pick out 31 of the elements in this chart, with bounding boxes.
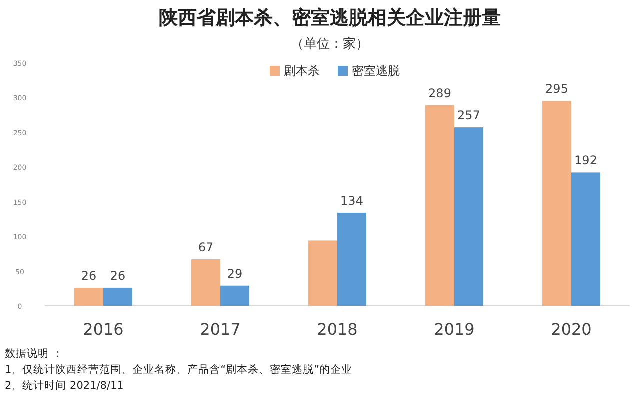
bar xyxy=(454,128,484,306)
bar xyxy=(572,172,600,306)
chart-subtitle: （单位：家） xyxy=(291,36,369,52)
text: 1、仅统计陕西经营范围、企业名称、产品含“剧本杀、密室逃脱”的企业 xyxy=(5,363,353,376)
x-tick-label: 2019 xyxy=(434,320,475,339)
data-label: 67 xyxy=(198,240,214,254)
bar xyxy=(338,212,366,306)
text: 2、统计时间 2021/8/11 xyxy=(5,379,124,392)
bar xyxy=(308,240,338,306)
x-tick-label: 2017 xyxy=(200,320,241,339)
x-tick-label: 2016 xyxy=(83,320,124,339)
bar xyxy=(426,105,454,306)
data-label: 257 xyxy=(458,108,480,123)
bar xyxy=(542,101,572,306)
data-label: 289 xyxy=(428,86,452,100)
data-label: 192 xyxy=(574,154,598,168)
bar xyxy=(220,286,250,306)
bar xyxy=(192,259,220,306)
x-tick-label: 2018 xyxy=(317,320,358,339)
chart-title: 陕西省剧本杀、密室逃脱相关企业注册量 xyxy=(159,7,501,29)
bar xyxy=(104,288,132,306)
data-label: 29 xyxy=(227,266,243,281)
data-label: 295 xyxy=(546,82,568,96)
legend-label: 剧本杀 xyxy=(284,64,320,78)
text: 数据说明 ： xyxy=(5,348,64,360)
data-label: 134 xyxy=(340,194,364,208)
x-tick-label: 2020 xyxy=(551,320,592,339)
data-label: 26 xyxy=(110,268,126,283)
data-label: 26 xyxy=(81,268,97,283)
bar xyxy=(74,288,104,306)
legend-label: 密室逃脱 xyxy=(352,64,400,78)
